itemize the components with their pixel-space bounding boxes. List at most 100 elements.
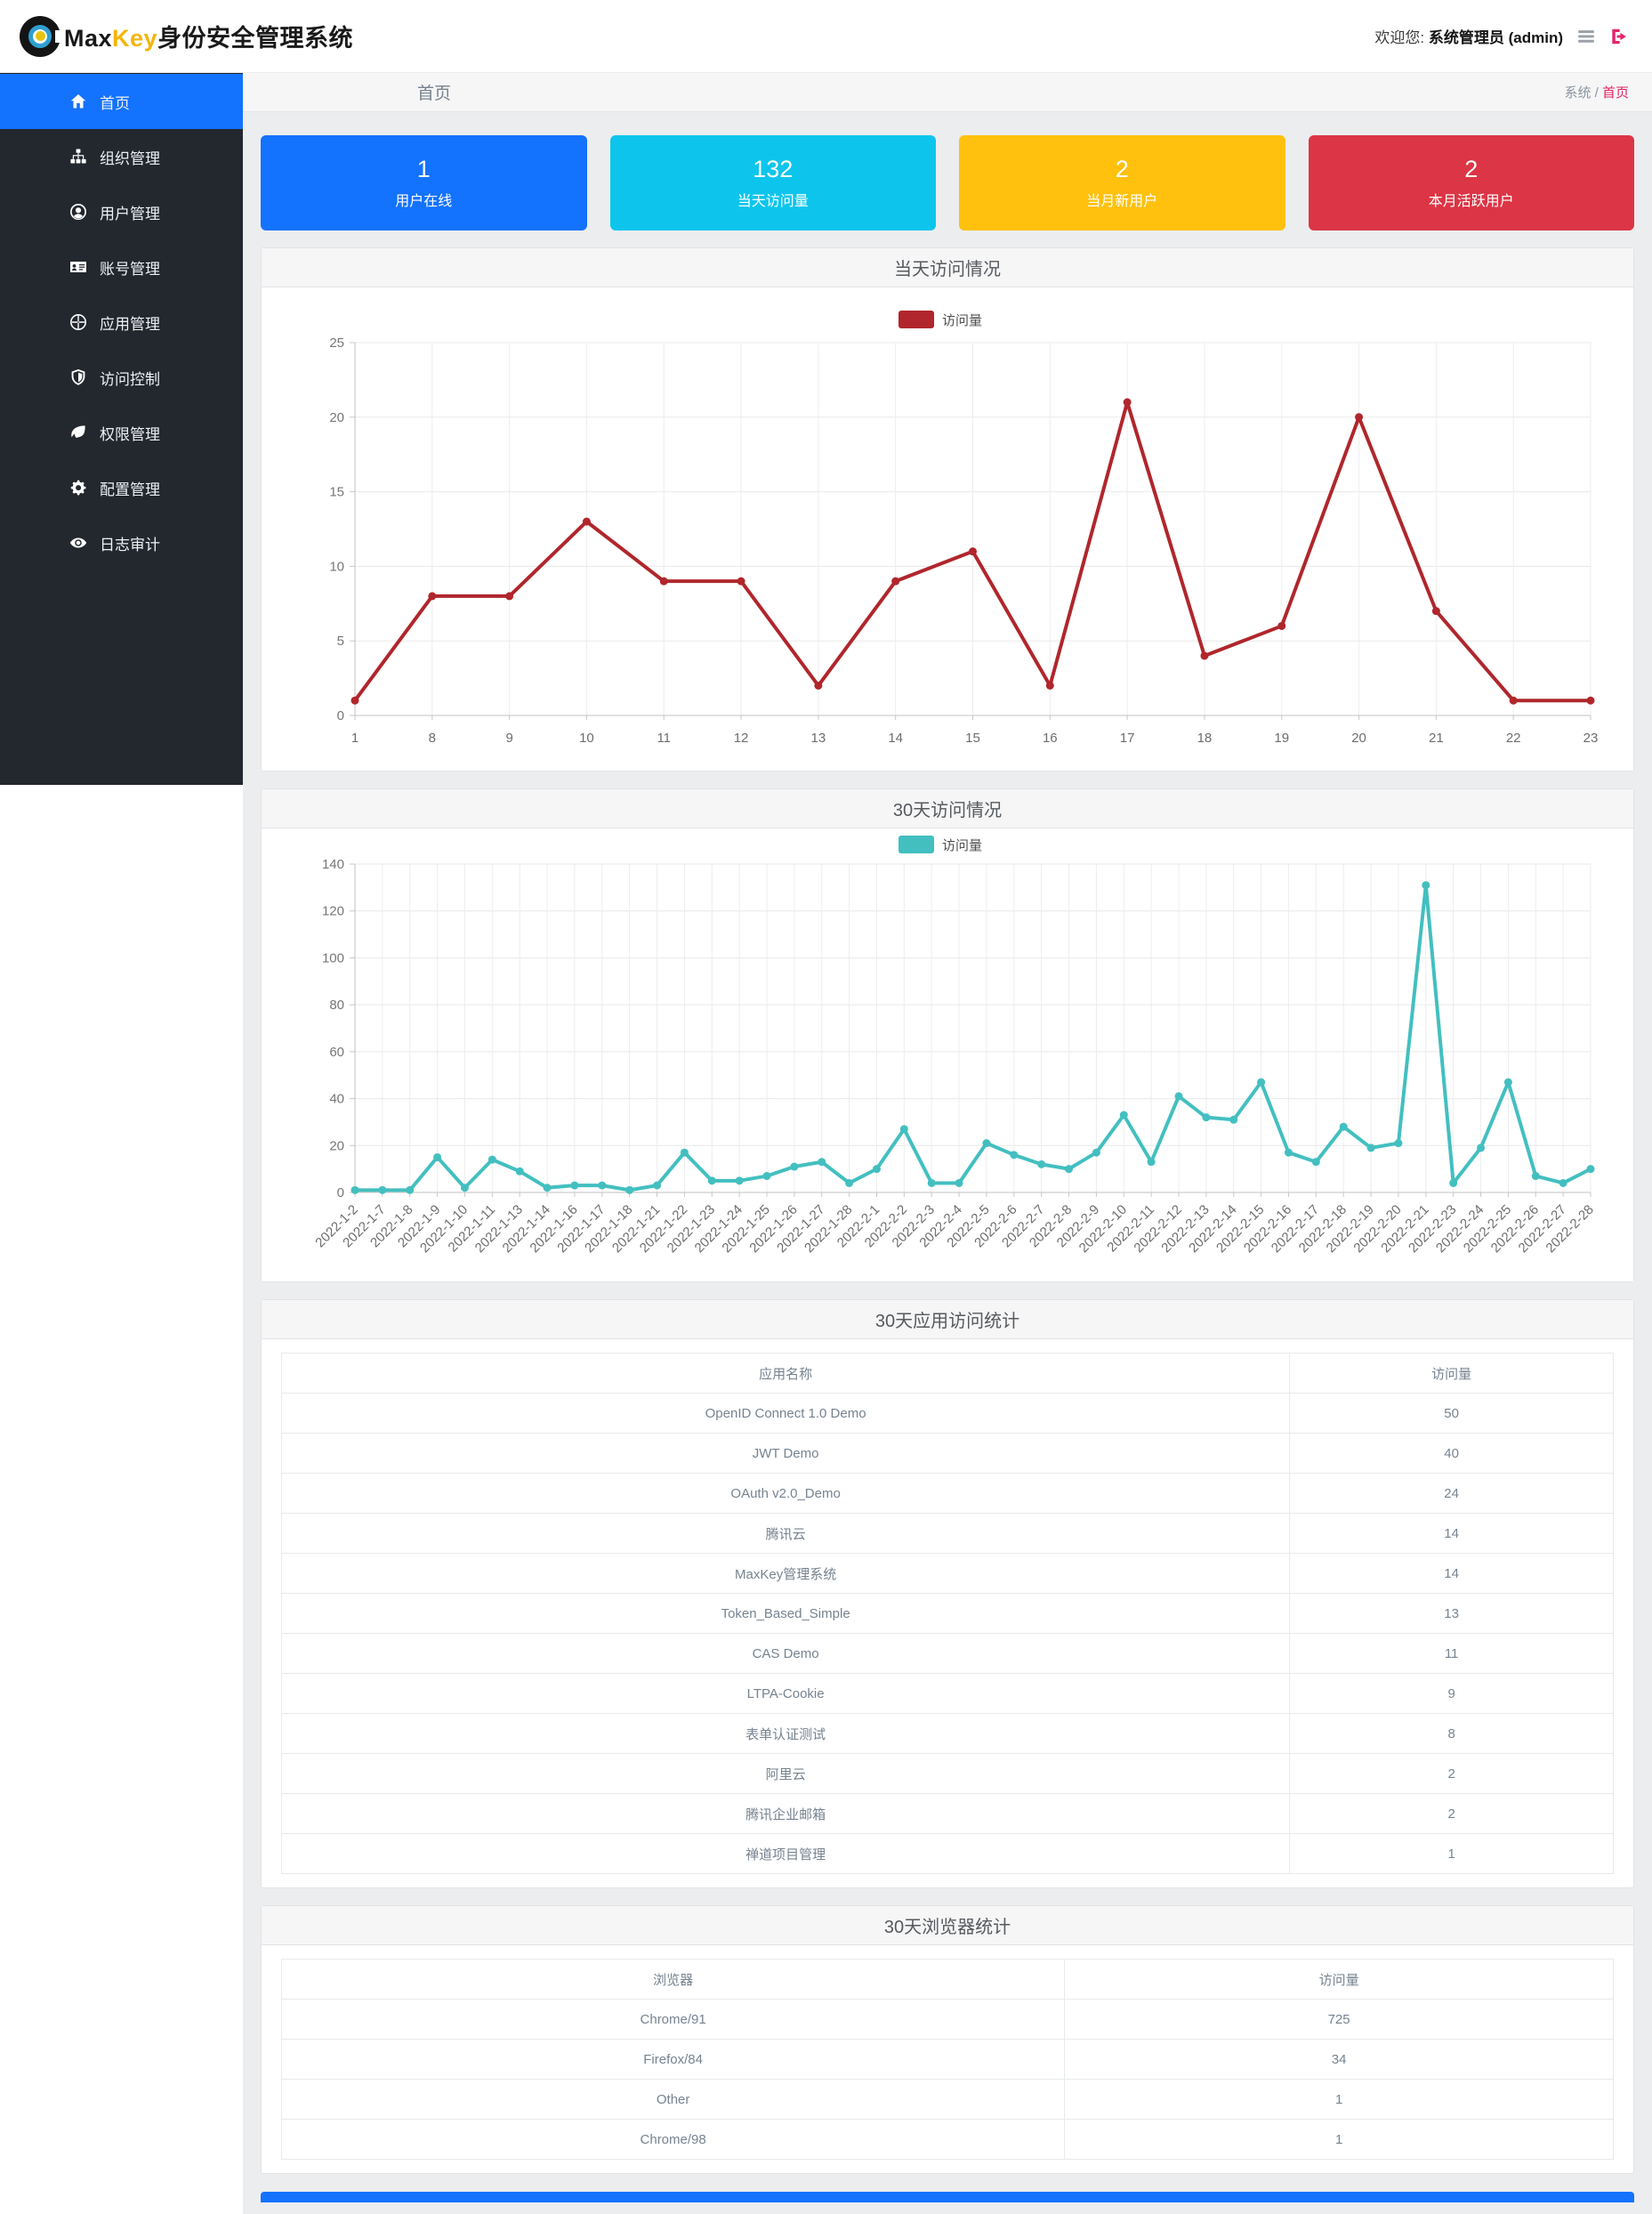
sidebar-item-label: 权限管理 — [100, 425, 160, 443]
svg-text:0: 0 — [337, 708, 344, 723]
monthly-visits-chart: 访问量0204060801001201402022-1-22022-1-7202… — [312, 836, 1597, 1256]
table-cell: 40 — [1289, 1433, 1614, 1474]
svg-text:9: 9 — [505, 731, 512, 746]
table-cell: 表单认证测试 — [280, 1713, 1291, 1754]
svg-text:15: 15 — [329, 485, 344, 500]
stat-card-label: 用户在线 — [395, 193, 453, 209]
table-cell: LTPA-Cookie — [280, 1673, 1291, 1714]
breadcrumb: 首页 系统 / 首页 — [243, 73, 1652, 112]
panel-title: 30天浏览器统计 — [262, 1906, 1633, 1945]
svg-text:5: 5 — [337, 634, 344, 649]
eye-icon — [69, 534, 87, 552]
table-cell: 14 — [1289, 1553, 1614, 1594]
table-row: 表单认证测试 8 — [280, 1713, 1614, 1754]
svg-text:22: 22 — [1506, 731, 1521, 746]
svg-text:120: 120 — [322, 904, 344, 919]
welcome-text: 欢迎您: 系统管理员 (admin) — [1374, 29, 1563, 46]
sidebar-item-home[interactable]: 首页 — [0, 74, 243, 129]
sidebar-item-label: 访问控制 — [100, 370, 160, 388]
stat-card-3[interactable]: 2 本月活跃用户 — [1308, 135, 1634, 230]
table-row: CAS Demo 11 — [280, 1633, 1614, 1674]
svg-text:25: 25 — [329, 335, 344, 351]
svg-text:19: 19 — [1274, 731, 1289, 746]
sidebar-item-label: 首页 — [100, 94, 130, 112]
table-row: LTPA-Cookie 9 — [280, 1673, 1614, 1714]
table-cell: 9 — [1289, 1673, 1614, 1714]
shield-icon — [69, 368, 87, 386]
sidebar-item-account[interactable]: 账号管理 — [0, 239, 243, 295]
stat-card-value: 2 — [1464, 155, 1479, 182]
welcome-user: 系统管理员 (admin) — [1428, 29, 1563, 46]
app-title: MaxKey身份安全管理系统 — [64, 19, 353, 53]
table-cell: Chrome/91 — [280, 1999, 1066, 2040]
sidebar-item-permission[interactable]: 权限管理 — [0, 405, 243, 460]
table-cell: 50 — [1289, 1393, 1614, 1434]
sidebar-item-label: 应用管理 — [100, 315, 160, 333]
table-row: OpenID Connect 1.0 Demo 50 — [280, 1393, 1614, 1434]
sidebar-item-app[interactable]: 应用管理 — [0, 295, 243, 350]
svg-text:20: 20 — [329, 1138, 344, 1153]
stat-card-1[interactable]: 132 当天访问量 — [609, 135, 936, 230]
table-cell: JWT Demo — [280, 1433, 1291, 1474]
stat-card-value: 132 — [753, 155, 794, 182]
globe-icon — [69, 313, 87, 331]
table-row: MaxKey管理系统 14 — [280, 1553, 1614, 1594]
svg-text:17: 17 — [1120, 731, 1135, 746]
footer-bar — [261, 2192, 1634, 2202]
column-header: 应用名称 — [280, 1353, 1291, 1394]
brand-suffix: 身份安全管理系统 — [157, 25, 354, 52]
table-cell: Chrome/98 — [280, 2119, 1066, 2160]
sitemap-icon — [69, 148, 87, 166]
sidebar-item-org[interactable]: 组织管理 — [0, 129, 243, 184]
brand-max: Max — [64, 25, 113, 52]
svg-text:8: 8 — [429, 731, 436, 746]
logout-icon[interactable] — [1609, 27, 1629, 46]
sidebar-nav: 首页组织管理用户管理账号管理应用管理访问控制权限管理配置管理 日志审计 — [0, 73, 243, 785]
sidebar-item-user[interactable]: 用户管理 — [0, 184, 243, 239]
sidebar-item-audit[interactable]: 日志审计 — [0, 515, 243, 570]
table-cell: OpenID Connect 1.0 Demo — [280, 1393, 1291, 1434]
table-cell: OAuth v2.0_Demo — [280, 1473, 1291, 1514]
panel-body-monthly-visits: 访问量 0 20 40 60 80 100 120 140 2022-1-2 2022-1-7 202… — [262, 828, 1633, 1281]
top-header: MaxKey身份安全管理系统 欢迎您: 系统管理员 (admin) — [0, 0, 1652, 73]
breadcrumb-current[interactable]: 首页 — [1601, 85, 1629, 101]
table-row: 禅道项目管理 1 — [280, 1833, 1614, 1874]
svg-text:13: 13 — [811, 731, 826, 746]
cogs-icon — [69, 479, 87, 497]
stat-card-value: 2 — [1115, 155, 1129, 182]
menu-toggle-icon[interactable] — [1576, 27, 1596, 46]
table-cell: MaxKey管理系统 — [280, 1553, 1291, 1594]
panel-title: 30天应用访问统计 — [262, 1300, 1633, 1339]
svg-text:60: 60 — [329, 1045, 344, 1060]
table-cell: 腾讯企业邮箱 — [280, 1793, 1291, 1834]
stat-card-label: 本月活跃用户 — [1428, 193, 1514, 209]
table-row: Chrome/98 1 — [280, 2119, 1614, 2160]
svg-text:11: 11 — [657, 731, 671, 746]
svg-text:40: 40 — [329, 1092, 344, 1107]
table-row: Chrome/91 725 — [280, 1999, 1614, 2040]
sidebar-item-access[interactable]: 访问控制 — [0, 350, 243, 405]
table-row: Other 1 — [280, 2079, 1614, 2120]
sidebar-item-label: 组织管理 — [100, 149, 160, 167]
svg-text:14: 14 — [888, 731, 903, 746]
table-row: Token_Based_Simple 13 — [280, 1593, 1614, 1634]
svg-text:访问量: 访问量 — [942, 313, 982, 328]
panel-browser-visits-table: 30天浏览器统计 浏览器 访问量 Chrome/91 725 Firefox/84 34 Ot… — [261, 1905, 1634, 2174]
table-row: 阿里云 2 — [280, 1753, 1614, 1794]
svg-text:10: 10 — [579, 731, 594, 746]
stat-card-2[interactable]: 2 当月新用户 — [959, 135, 1285, 230]
table-cell: 725 — [1064, 1999, 1614, 2040]
panel-body-app-visits-table: 应用名称 访问量 OpenID Connect 1.0 Demo 50 JWT Demo… — [262, 1353, 1633, 1874]
table-row: 腾讯企业邮箱 2 — [280, 1793, 1614, 1834]
sidebar-item-config[interactable]: 配置管理 — [0, 460, 243, 515]
table-cell: CAS Demo — [280, 1633, 1291, 1674]
leaf-icon — [69, 424, 87, 441]
panel-title: 30天访问情况 — [262, 789, 1633, 828]
stat-card-0[interactable]: 1 用户在线 — [261, 135, 587, 230]
breadcrumb-root[interactable]: 系统 — [1564, 85, 1592, 101]
stat-card-label: 当月新用户 — [1086, 193, 1158, 209]
sidebar-item-label: 账号管理 — [100, 260, 160, 278]
table-header-row: 应用名称 访问量 — [280, 1353, 1614, 1394]
svg-text:20: 20 — [329, 410, 344, 425]
